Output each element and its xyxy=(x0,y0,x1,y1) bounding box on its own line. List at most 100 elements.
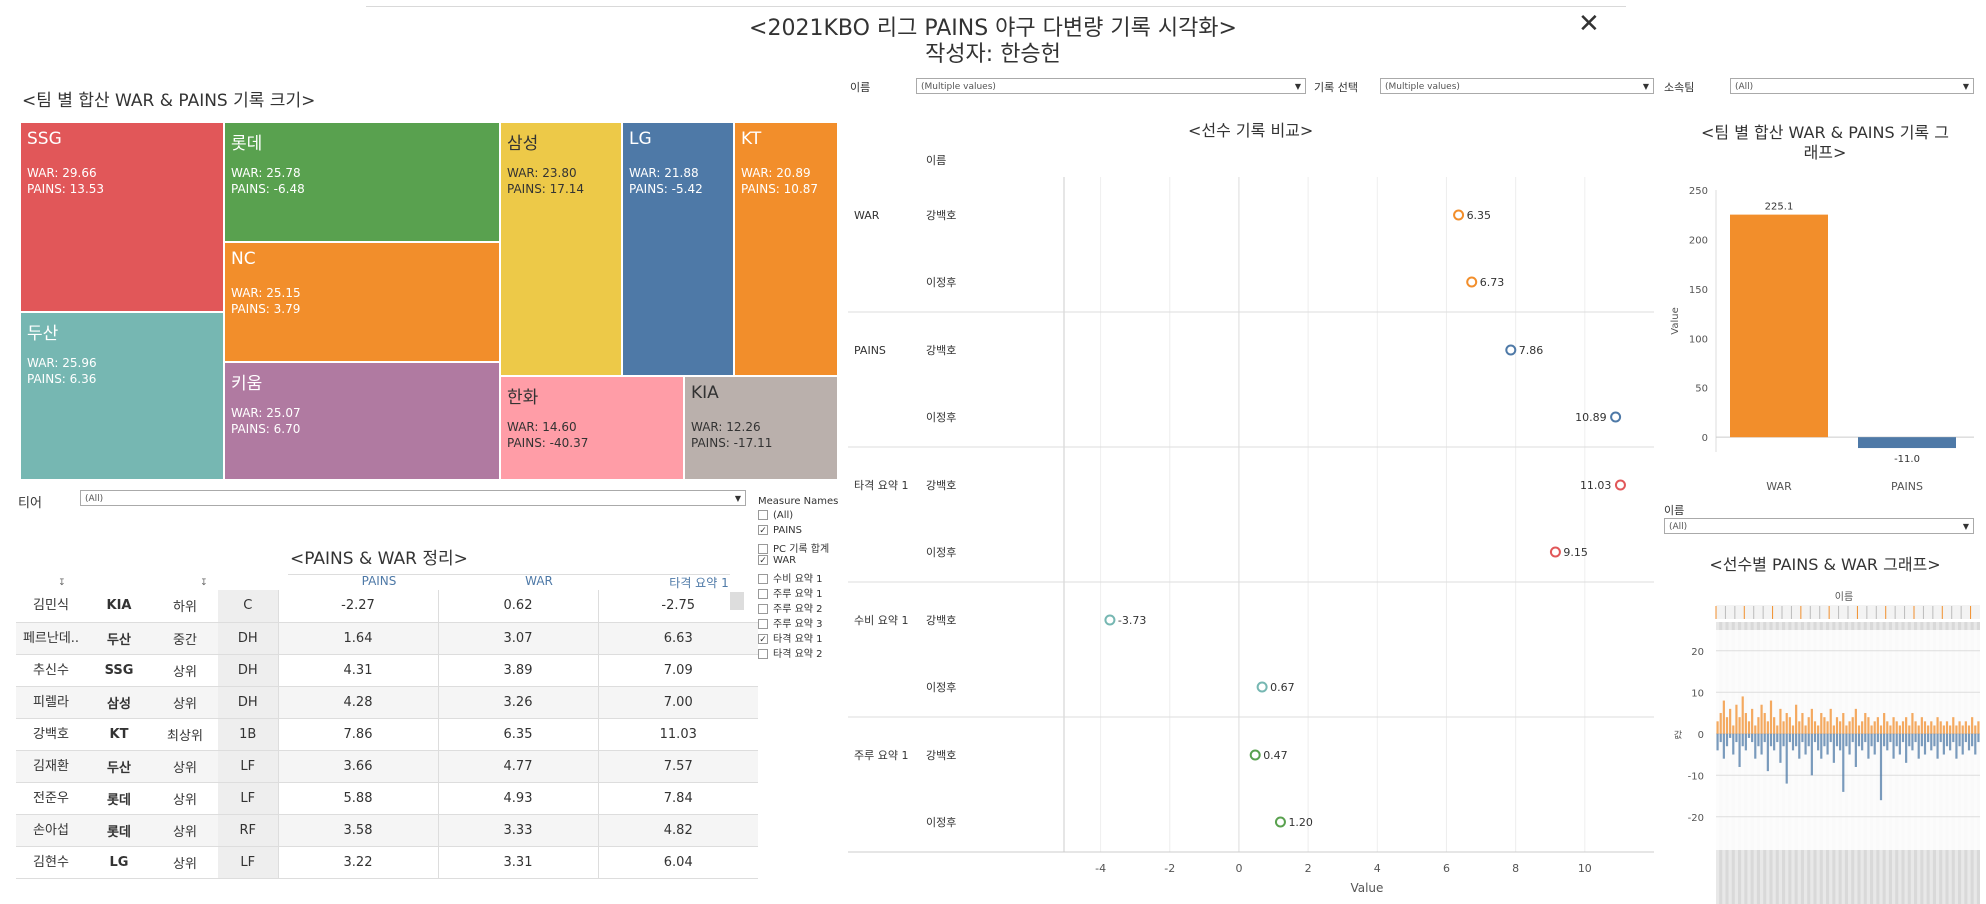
player-label: 이정후 xyxy=(926,681,956,694)
measure-item[interactable]: 타격 요약 2 xyxy=(758,645,823,660)
table-row[interactable]: 강백호 KT 최상위 1B 7.86 6.35 11.03 xyxy=(16,718,758,751)
checkbox[interactable] xyxy=(758,574,768,584)
measure-item[interactable]: ✓ PAINS xyxy=(758,525,802,540)
treemap-cell-1[interactable]: 롯데 WAR: 25.78 PAINS: -6.48 xyxy=(224,122,500,242)
table-cell: 7.09 xyxy=(597,654,758,687)
treemap-pains: PAINS: 6.36 xyxy=(27,372,97,386)
player-bar xyxy=(1773,733,1776,751)
treemap-cell-3[interactable]: LG WAR: 21.88 PAINS: -5.42 xyxy=(622,122,734,376)
player-bar xyxy=(1729,733,1732,738)
player-bar xyxy=(1807,733,1810,747)
player-bar xyxy=(1826,733,1829,755)
treemap-cell-5[interactable]: NC WAR: 25.15 PAINS: 3.79 xyxy=(224,242,500,362)
table-cell: 5.88 xyxy=(277,782,438,815)
y-tick-label: 20 xyxy=(1691,647,1704,658)
table-cell: 김민식 xyxy=(16,590,86,623)
measure-item[interactable]: PC 기록 합계 xyxy=(758,540,829,555)
checkbox[interactable] xyxy=(758,619,768,629)
measure-item[interactable]: 수비 요약 1 xyxy=(758,570,823,585)
chevron-down-icon: ▼ xyxy=(1642,82,1649,91)
treemap-cell-2[interactable]: 삼성 WAR: 23.80 PAINS: 17.14 xyxy=(500,122,622,376)
checkbox[interactable] xyxy=(758,649,768,659)
player-bar xyxy=(1747,733,1751,738)
treemap-pains: PAINS: 3.79 xyxy=(231,302,301,316)
player-bar xyxy=(1867,733,1870,759)
checkbox[interactable] xyxy=(758,589,768,599)
treemap-pains: PAINS: -17.11 xyxy=(691,436,773,450)
sort-icon[interactable]: ↧ xyxy=(200,578,208,588)
checkbox[interactable] xyxy=(758,604,768,614)
player-bar xyxy=(1801,733,1804,743)
player-bar xyxy=(1817,725,1820,734)
treemap-team-name: 두산 xyxy=(27,324,59,344)
measure-item[interactable]: 주루 요약 2 xyxy=(758,600,823,615)
treemap-war: WAR: 29.66 xyxy=(27,166,97,180)
checkbox[interactable]: ✓ xyxy=(758,634,768,645)
player-bar xyxy=(1776,733,1779,743)
player-bar xyxy=(1898,733,1901,755)
checkbox[interactable]: ✓ xyxy=(758,555,768,566)
data-point xyxy=(1614,479,1626,491)
tier-filter-dropdown[interactable]: (All) ▼ xyxy=(80,490,746,506)
y-tick-label: 10 xyxy=(1691,688,1704,699)
player-bar xyxy=(1933,725,1936,734)
player-bar xyxy=(1810,733,1813,776)
player-bar xyxy=(1835,717,1839,734)
table-row[interactable]: 김재환 두산 상위 LF 3.66 4.77 7.57 xyxy=(16,750,758,783)
table-cell: 추신수 xyxy=(16,654,86,687)
table-row[interactable]: 김민식 KIA 하위 C -2.27 0.62 -2.75 xyxy=(16,590,758,623)
table-row[interactable]: 김현수 LG 상위 LF 3.22 3.31 6.04 xyxy=(16,846,758,879)
player-bar xyxy=(1889,733,1892,743)
player-bar xyxy=(1810,708,1813,734)
measure-item[interactable]: 주루 요약 1 xyxy=(758,585,823,600)
name-filter-dropdown[interactable]: (Multiple values) ▼ xyxy=(916,78,1306,94)
player-bar xyxy=(1719,713,1722,734)
x-tick-label: 2 xyxy=(1305,862,1312,875)
treemap-cell-7[interactable]: 키움 WAR: 25.07 PAINS: 6.70 xyxy=(224,362,500,480)
measure-item[interactable]: ✓ 타격 요약 1 xyxy=(758,630,823,645)
record-filter-dropdown[interactable]: (Multiple values) ▼ xyxy=(1380,78,1654,94)
measure-item[interactable]: 주루 요약 3 xyxy=(758,615,823,630)
player-bar xyxy=(1757,733,1760,747)
table-row[interactable]: 추신수 SSG 상위 DH 4.31 3.89 7.09 xyxy=(16,654,758,687)
table-row[interactable]: 전준우 롯데 상위 LF 5.88 4.93 7.84 xyxy=(16,782,758,815)
treemap-pains: PAINS: 10.87 xyxy=(741,182,819,196)
player-bar xyxy=(1876,717,1879,734)
player-bar xyxy=(1936,733,1939,759)
table-scrollbar[interactable] xyxy=(730,592,744,610)
data-label: 1.20 xyxy=(1288,816,1313,829)
player-bar xyxy=(1930,721,1933,734)
player-bar xyxy=(1892,733,1895,759)
close-icon[interactable]: ✕ xyxy=(1578,9,1600,39)
player-bar xyxy=(1845,733,1848,747)
checkbox[interactable] xyxy=(758,510,768,520)
treemap-cell-0[interactable]: SSG WAR: 29.66 PAINS: 13.53 xyxy=(20,122,224,312)
table-row[interactable]: 페르난데.. 두산 중간 DH 1.64 3.07 6.63 xyxy=(16,622,758,655)
team-filter-dropdown[interactable]: (All) ▼ xyxy=(1730,78,1974,94)
player-bar xyxy=(1798,733,1801,759)
player-bar xyxy=(1820,713,1823,734)
chart-title: <선수별 PAINS & WAR 그래프> xyxy=(1709,555,1940,574)
treemap-cell-9[interactable]: KIA WAR: 12.26 PAINS: -17.11 xyxy=(684,376,838,480)
player-bar xyxy=(1905,733,1908,763)
table-cell: DH xyxy=(218,654,278,687)
measure-item-label: 주루 요약 2 xyxy=(773,604,823,615)
measure-item[interactable]: (All) xyxy=(758,510,793,525)
x-tick-label: 6 xyxy=(1443,862,1450,875)
player-label: 이정후 xyxy=(926,276,956,289)
treemap-cell-8[interactable]: 한화 WAR: 14.60 PAINS: -40.37 xyxy=(500,376,684,480)
checkbox[interactable] xyxy=(758,544,768,554)
player-bar xyxy=(1801,713,1804,734)
table-row[interactable]: 손아섭 롯데 상위 RF 3.58 3.33 4.82 xyxy=(16,814,758,847)
treemap-cell-6[interactable]: 두산 WAR: 25.96 PAINS: 6.36 xyxy=(20,312,224,480)
player-bar xyxy=(1911,713,1914,734)
measure-item[interactable]: ✓ WAR xyxy=(758,555,796,570)
sort-icon[interactable]: ↧ xyxy=(58,578,66,588)
player-bar xyxy=(1927,725,1930,734)
player-bar xyxy=(1861,733,1864,751)
checkbox[interactable]: ✓ xyxy=(758,525,768,536)
table-row[interactable]: 피렐라 삼성 상위 DH 4.28 3.26 7.00 xyxy=(16,686,758,719)
name2-filter-dropdown[interactable]: (All) ▼ xyxy=(1664,518,1974,534)
treemap-cell-4[interactable]: KT WAR: 20.89 PAINS: 10.87 xyxy=(734,122,838,376)
player-bar xyxy=(1788,733,1791,743)
